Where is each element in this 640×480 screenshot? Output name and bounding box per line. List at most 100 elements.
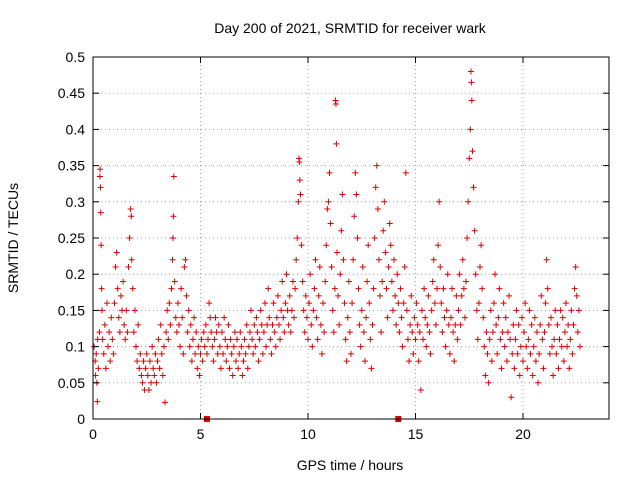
data-point xyxy=(150,365,157,372)
data-point xyxy=(220,350,227,357)
data-point xyxy=(404,336,411,343)
x-tick-label: 10 xyxy=(300,426,316,442)
data-point xyxy=(441,314,448,321)
data-point xyxy=(447,314,454,321)
data-point xyxy=(257,307,264,314)
y-tick-label: 0.3 xyxy=(66,194,86,210)
data-point xyxy=(242,350,249,357)
data-point xyxy=(481,343,488,350)
data-point xyxy=(291,314,298,321)
data-point xyxy=(515,321,522,328)
data-point xyxy=(442,343,449,350)
data-point xyxy=(310,307,317,314)
data-point xyxy=(484,350,491,357)
data-point xyxy=(278,307,285,314)
data-point xyxy=(421,285,428,292)
data-point xyxy=(465,198,472,205)
data-point xyxy=(569,350,576,357)
data-point xyxy=(289,278,296,285)
data-point xyxy=(410,350,417,357)
data-point xyxy=(372,184,379,191)
data-point xyxy=(189,336,196,343)
data-point xyxy=(254,329,261,336)
data-point xyxy=(311,285,318,292)
data-point xyxy=(138,372,145,379)
x-tick-label: 5 xyxy=(197,426,205,442)
data-point xyxy=(97,209,104,216)
data-point xyxy=(342,336,349,343)
data-point xyxy=(516,372,523,379)
data-point xyxy=(159,372,166,379)
data-point xyxy=(172,314,179,321)
data-point xyxy=(228,350,235,357)
data-point xyxy=(307,271,314,278)
data-point xyxy=(558,343,565,350)
data-point xyxy=(297,191,304,198)
data-point xyxy=(111,300,118,307)
data-point xyxy=(454,336,461,343)
data-point xyxy=(504,329,511,336)
data-point xyxy=(438,300,445,307)
data-point xyxy=(397,285,404,292)
data-point xyxy=(216,343,223,350)
data-point xyxy=(251,321,258,328)
data-point xyxy=(128,213,135,220)
data-point xyxy=(544,285,551,292)
data-point xyxy=(231,329,238,336)
data-point xyxy=(506,292,513,299)
data-point xyxy=(113,249,120,256)
data-point xyxy=(434,285,440,292)
data-point xyxy=(524,365,531,372)
data-point xyxy=(360,329,367,336)
data-point xyxy=(416,329,423,336)
data-point xyxy=(353,191,360,198)
data-point xyxy=(238,343,245,350)
data-point xyxy=(535,379,542,386)
data-point xyxy=(340,256,347,263)
data-point xyxy=(154,358,161,365)
data-point xyxy=(452,321,459,328)
data-point xyxy=(380,227,387,234)
data-point xyxy=(444,271,451,278)
data-point xyxy=(456,271,463,278)
data-point xyxy=(473,307,480,314)
data-point xyxy=(403,307,410,314)
data-point xyxy=(288,307,295,314)
data-point xyxy=(511,365,518,372)
data-point xyxy=(423,343,430,350)
data-point xyxy=(330,329,337,336)
data-point xyxy=(281,329,288,336)
data-point xyxy=(485,379,492,386)
data-point xyxy=(354,235,361,241)
data-point xyxy=(196,372,203,379)
data-point xyxy=(381,198,388,205)
data-point xyxy=(269,321,276,328)
data-point xyxy=(221,314,228,321)
data-point xyxy=(296,177,303,184)
data-point xyxy=(359,263,366,270)
data-point xyxy=(365,242,372,249)
data-point xyxy=(208,329,215,336)
data-point xyxy=(274,292,281,299)
data-point xyxy=(386,220,393,227)
data-point xyxy=(157,321,164,328)
data-point xyxy=(181,263,188,270)
data-point xyxy=(332,101,339,108)
data-point xyxy=(213,329,220,336)
data-point xyxy=(277,336,284,343)
data-point xyxy=(116,329,123,336)
data-point xyxy=(435,242,442,249)
data-point xyxy=(453,292,460,299)
data-point xyxy=(139,379,146,386)
data-point xyxy=(445,321,452,328)
data-point xyxy=(348,350,354,357)
data-point xyxy=(244,365,251,372)
data-point xyxy=(430,256,437,263)
data-point xyxy=(467,126,474,133)
data-point xyxy=(398,314,405,321)
data-point xyxy=(192,350,199,357)
data-point xyxy=(219,329,225,336)
data-point xyxy=(459,256,466,263)
data-point xyxy=(163,329,170,336)
data-point xyxy=(106,329,113,336)
